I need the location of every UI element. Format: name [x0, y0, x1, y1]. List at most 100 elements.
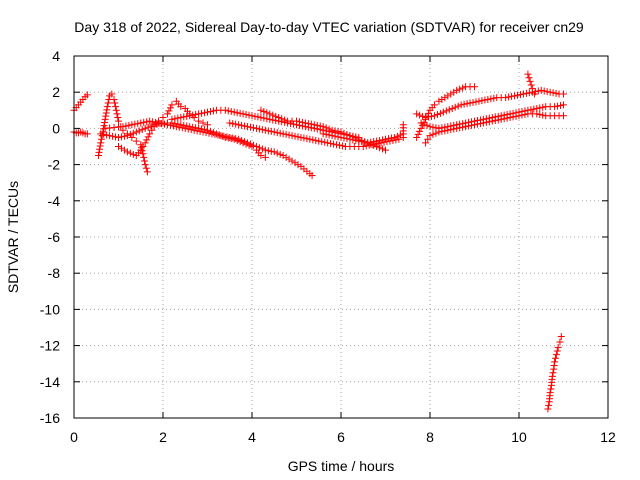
- data-point: [444, 92, 452, 100]
- y-tick-label: -2: [48, 157, 61, 173]
- data-point: [359, 143, 367, 150]
- data-point: [327, 139, 335, 147]
- data-point: [472, 98, 480, 106]
- series-arc-13: [417, 101, 567, 132]
- data-point: [103, 103, 111, 111]
- data-point: [276, 129, 284, 137]
- data-point: [177, 114, 185, 122]
- data-point: [132, 128, 140, 136]
- data-point: [269, 111, 277, 119]
- data-point: [139, 150, 147, 158]
- y-axis-label: SDTVAR / TECUs: [5, 181, 21, 293]
- data-point: [101, 115, 109, 123]
- data-point: [435, 128, 443, 136]
- data-point: [249, 124, 257, 132]
- y-tick-label: -8: [48, 265, 61, 281]
- data-point: [319, 130, 327, 138]
- data-point: [427, 112, 435, 120]
- data-point: [232, 135, 240, 143]
- data-point: [209, 107, 217, 115]
- data-point: [297, 133, 305, 141]
- data-point: [135, 127, 143, 135]
- data-point: [230, 108, 238, 116]
- data-point: [96, 142, 104, 150]
- data-point: [546, 389, 554, 397]
- data-point: [304, 120, 312, 128]
- data-point: [426, 132, 434, 140]
- data-point: [236, 109, 244, 117]
- data-point: [527, 81, 535, 89]
- data-point: [522, 89, 530, 97]
- data-point: [166, 104, 174, 112]
- data-point: [438, 127, 446, 135]
- data-point: [140, 157, 148, 165]
- data-point: [273, 129, 281, 137]
- data-point: [134, 120, 142, 128]
- data-point: [548, 372, 556, 380]
- x-tick-label: 10: [511, 429, 527, 445]
- data-point: [551, 358, 559, 366]
- data-point: [115, 133, 122, 141]
- data-point: [481, 96, 489, 104]
- data-point: [169, 122, 177, 130]
- data-point: [476, 120, 484, 128]
- data-point: [273, 149, 281, 157]
- data-point: [387, 134, 395, 142]
- data-point: [445, 106, 453, 114]
- data-point: [241, 122, 249, 130]
- data-point: [112, 133, 120, 141]
- y-tick-label: 0: [52, 120, 60, 136]
- data-point: [426, 123, 434, 131]
- data-point: [248, 112, 256, 120]
- data-point: [290, 120, 298, 128]
- data-point: [349, 136, 357, 144]
- data-point: [448, 104, 456, 112]
- data-point: [104, 99, 112, 107]
- data-point: [551, 354, 559, 362]
- data-point: [308, 171, 316, 179]
- data-point: [471, 121, 478, 129]
- data-point: [462, 123, 470, 131]
- data-point: [435, 97, 443, 105]
- x-tick-label: 6: [337, 429, 345, 445]
- data-point: [429, 123, 437, 131]
- data-point: [547, 385, 555, 393]
- data-point: [471, 83, 478, 91]
- data-point: [560, 101, 567, 109]
- data-point: [183, 112, 191, 120]
- data-point: [370, 138, 378, 146]
- data-point: [272, 112, 280, 120]
- data-point: [361, 138, 369, 146]
- data-point: [120, 132, 128, 140]
- data-point: [525, 89, 533, 97]
- data-point: [291, 132, 299, 140]
- data-point: [114, 114, 122, 122]
- data-point: [447, 126, 455, 134]
- data-point: [487, 95, 495, 103]
- data-point: [102, 112, 110, 120]
- data-point: [301, 119, 309, 127]
- data-point: [478, 97, 486, 105]
- data-point: [514, 91, 522, 99]
- data-point: [166, 121, 174, 129]
- data-point: [270, 148, 278, 156]
- data-point: [439, 108, 447, 116]
- data-point: [560, 112, 567, 120]
- series-arc-03: [94, 90, 151, 176]
- data-point: [101, 119, 109, 127]
- data-point: [441, 127, 449, 135]
- data-point: [109, 132, 117, 140]
- data-point: [261, 153, 269, 161]
- data-point: [192, 111, 200, 119]
- data-point: [205, 129, 213, 137]
- data-point: [494, 116, 502, 124]
- data-point: [208, 130, 216, 138]
- data-point: [497, 115, 505, 123]
- data-point: [278, 115, 286, 123]
- data-point: [346, 135, 354, 143]
- data-point: [115, 143, 122, 150]
- data-point: [285, 131, 293, 139]
- data-point: [224, 107, 232, 115]
- data-point: [255, 144, 263, 152]
- data-point: [459, 123, 467, 131]
